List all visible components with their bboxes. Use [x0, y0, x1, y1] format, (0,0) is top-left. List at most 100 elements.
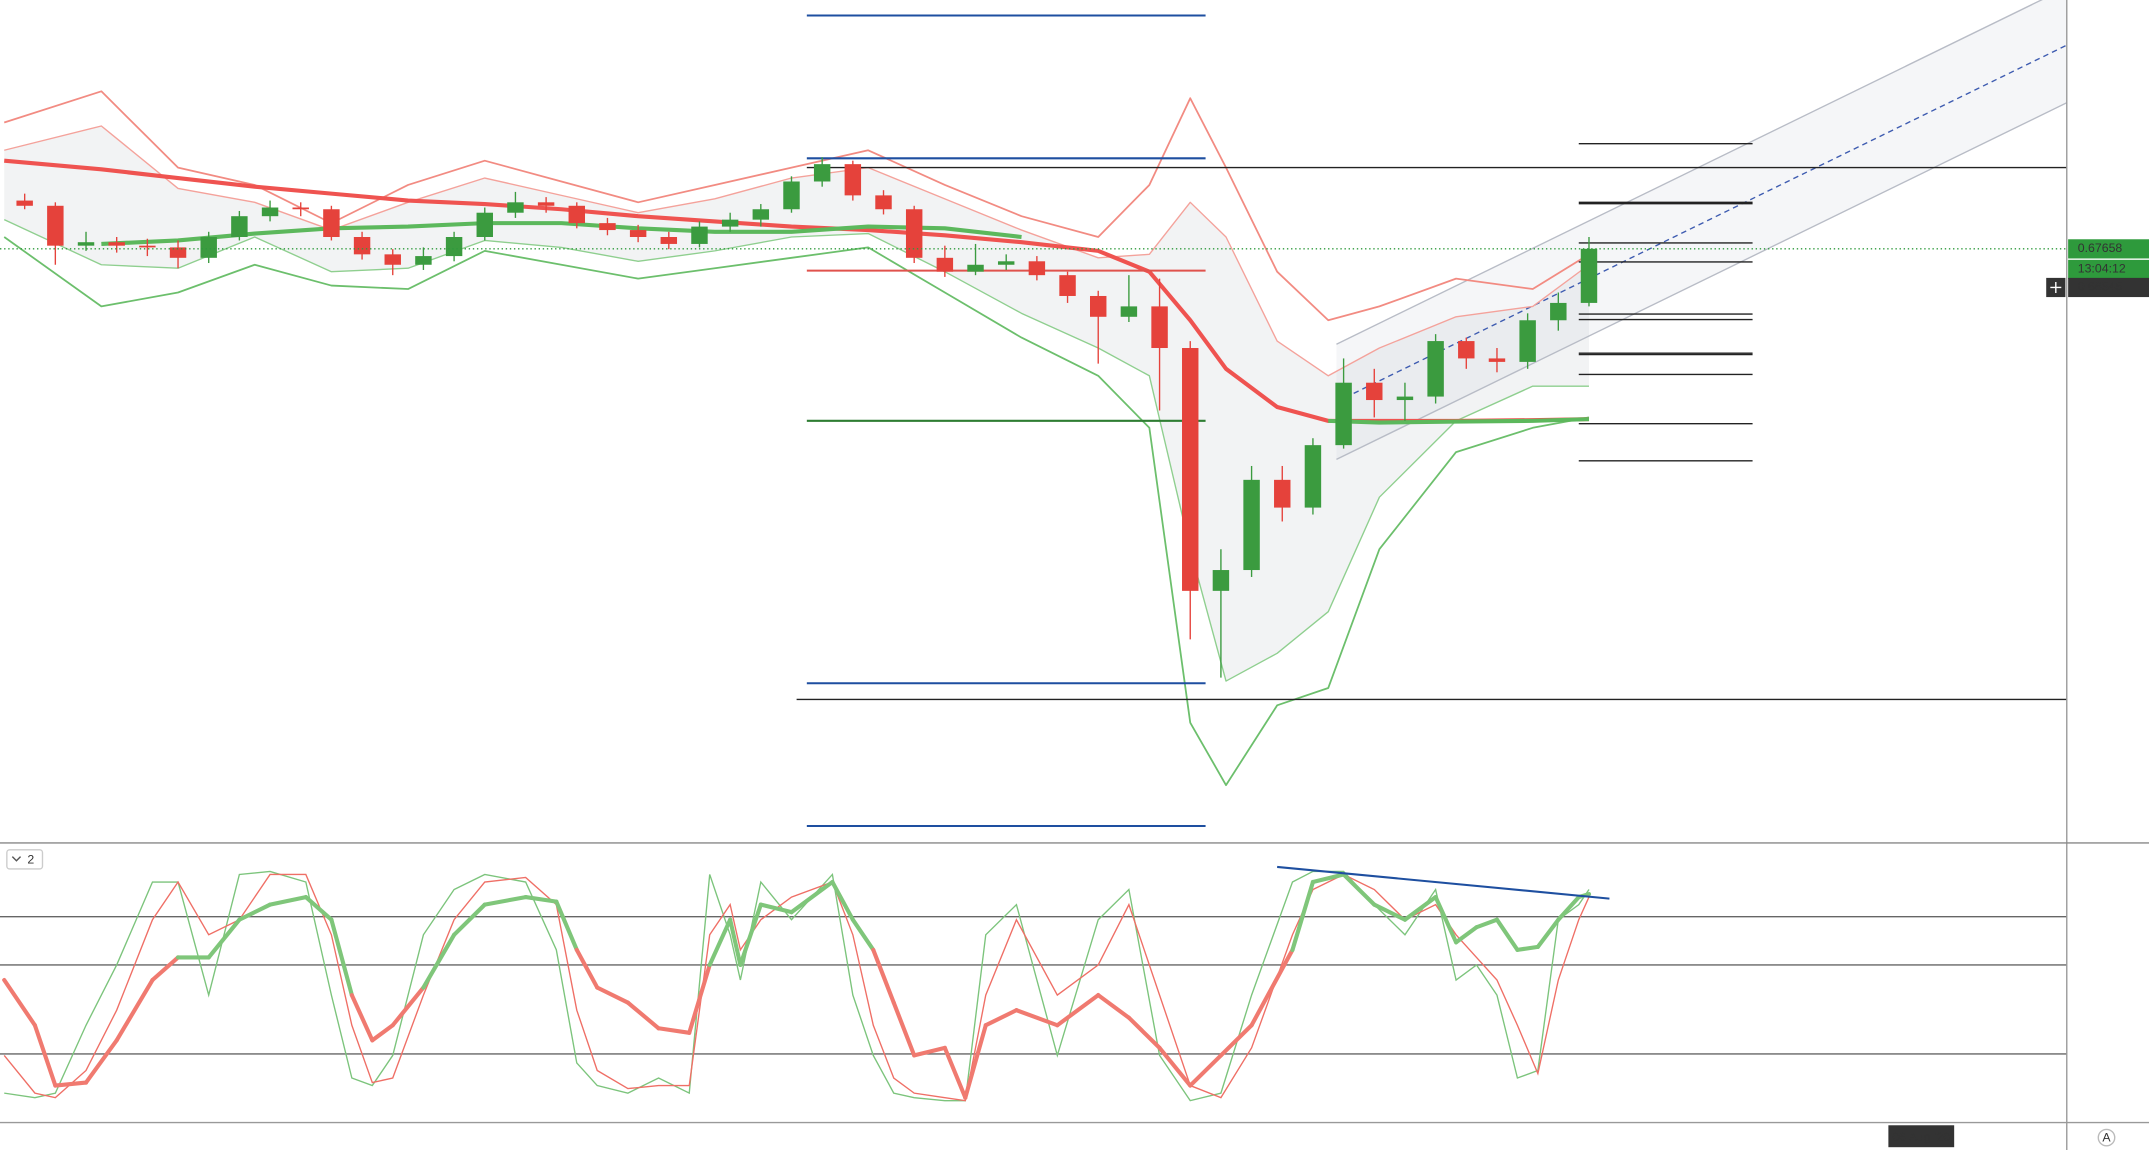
candle-body — [752, 209, 770, 220]
pane-collapse-icon — [11, 856, 22, 862]
signal-segment — [206, 917, 242, 960]
signal-segment — [32, 1023, 58, 1088]
candle-body — [261, 207, 279, 217]
signal-segment — [554, 899, 579, 952]
candle-body — [599, 223, 616, 231]
signal-segment — [2, 977, 37, 1028]
channel-line — [1336, 0, 2043, 345]
candle-body — [967, 264, 984, 272]
signal-segment — [1157, 1045, 1193, 1088]
candle-body — [875, 195, 892, 210]
candle-body — [169, 247, 187, 258]
candle-body — [507, 202, 524, 213]
crosshair-date-label: 06 Aug '20 — [1892, 1130, 1950, 1144]
trend-line — [1277, 865, 1610, 900]
signal-segment — [830, 879, 855, 922]
signal-segment — [303, 895, 334, 922]
signal-segment — [656, 1026, 692, 1035]
signal-segment — [625, 1000, 661, 1031]
candle-body — [77, 242, 95, 246]
candle-body — [1580, 248, 1598, 303]
crosshair-plus — [2050, 281, 2062, 293]
signal-segment — [574, 947, 600, 990]
pane-label-box — [6, 849, 44, 870]
candle-body — [200, 237, 217, 258]
signal-segment — [1249, 947, 1295, 1028]
candle-body — [1059, 275, 1076, 296]
candle-body — [1550, 302, 1567, 321]
signal-segment — [53, 1080, 89, 1088]
signal-segment — [789, 879, 835, 915]
crosshair-price-label: 0.66545 — [2078, 280, 2123, 294]
signal-segment — [1341, 872, 1377, 907]
signal-segment — [1515, 944, 1540, 952]
price-pane — [0, 0, 2067, 828]
last-price-box — [2068, 239, 2149, 259]
candle-body — [1089, 295, 1107, 317]
candle-body — [108, 242, 125, 246]
signal-segment — [150, 955, 181, 983]
candle-body — [629, 230, 647, 238]
oscillator-pane — [0, 865, 2067, 1102]
candle-body — [1396, 396, 1414, 401]
labels: 0.67658 13:04:12 0.66545 06 Aug '20 2 A — [6, 239, 2149, 1148]
signal-segment — [237, 902, 273, 922]
signal-segment — [942, 1045, 968, 1100]
candle-body — [1335, 382, 1352, 446]
candle-body — [1243, 479, 1260, 571]
candle-body — [1366, 382, 1383, 401]
candle-body — [1458, 341, 1475, 359]
signal-segment — [482, 895, 528, 907]
signal-segment — [83, 1038, 119, 1085]
signal-segment — [114, 977, 155, 1043]
candle-body — [1151, 306, 1168, 349]
candle-body — [16, 200, 33, 206]
signal-segment — [1402, 895, 1438, 922]
candle-body — [905, 209, 923, 258]
signal-segment — [1096, 993, 1131, 1020]
indicator-line — [4, 125, 1590, 377]
signal-segment — [1556, 895, 1581, 922]
candle-body — [1028, 261, 1046, 276]
candle-body — [1212, 570, 1230, 591]
candle-body — [1274, 479, 1291, 508]
signal-segment — [595, 985, 630, 1005]
candle-body — [783, 181, 800, 210]
countdown-label: 13:04:12 — [2078, 262, 2126, 276]
signal-segment — [963, 1023, 988, 1100]
signal-segment — [370, 1023, 395, 1043]
candle-body — [384, 254, 401, 265]
candle-body — [323, 209, 340, 238]
candle-body — [1182, 348, 1199, 591]
candle-body — [1120, 306, 1138, 317]
signal-segment — [390, 985, 426, 1028]
candle-body — [813, 164, 831, 182]
channel-fill — [1336, 0, 2067, 460]
signal-segment — [687, 962, 712, 1035]
signal-segment — [452, 902, 487, 937]
candle-body — [568, 205, 586, 224]
signal-segment — [1218, 1023, 1254, 1058]
candle-body — [445, 237, 463, 257]
badge-label: A — [2102, 1131, 2111, 1145]
countdown-box — [2068, 259, 2149, 280]
candle-body — [47, 205, 64, 246]
signal-segment — [1535, 917, 1561, 949]
indicator-line — [101, 221, 1590, 425]
signal-segment — [1433, 895, 1459, 945]
signal-segment — [871, 947, 896, 1005]
candle-body — [1519, 320, 1536, 362]
candle-body — [936, 257, 954, 272]
candle-body — [691, 226, 708, 244]
signal-segment — [267, 895, 308, 907]
signal-segment — [1372, 902, 1408, 922]
candle-body — [721, 219, 739, 227]
signal-segment — [728, 917, 743, 967]
candle-body — [139, 245, 156, 248]
candle-body — [415, 256, 432, 265]
signal-segment — [758, 902, 794, 915]
signal-segment — [329, 917, 354, 998]
